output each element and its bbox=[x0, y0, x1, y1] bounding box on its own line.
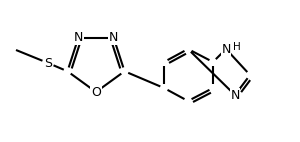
Text: N: N bbox=[221, 42, 231, 56]
Text: N: N bbox=[74, 31, 83, 44]
Text: N: N bbox=[230, 88, 240, 102]
Text: N: N bbox=[109, 31, 118, 44]
Text: H: H bbox=[233, 42, 241, 52]
Text: O: O bbox=[91, 85, 101, 99]
Text: S: S bbox=[44, 57, 52, 69]
